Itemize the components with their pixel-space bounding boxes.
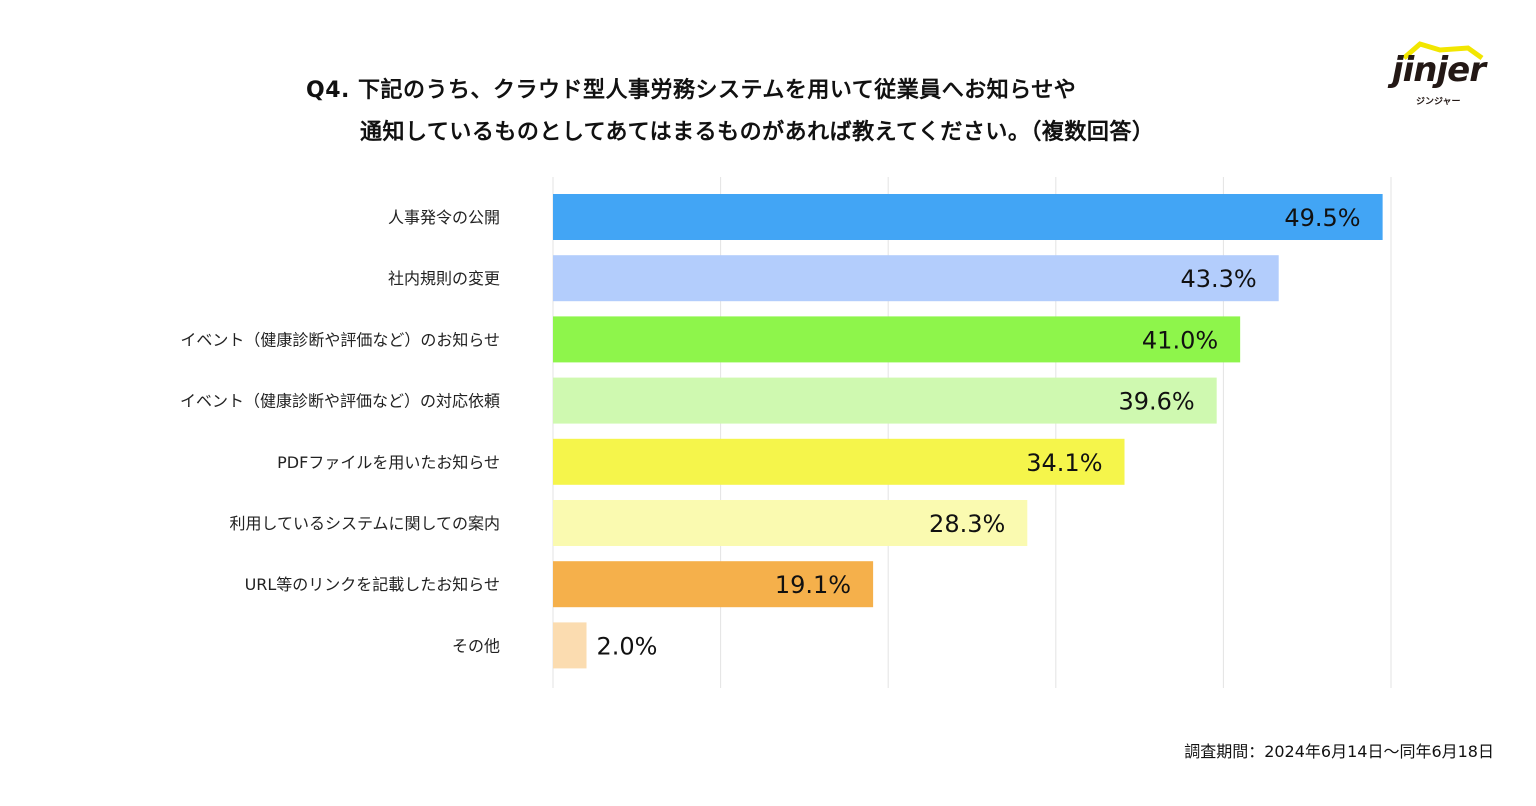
- bar: [553, 316, 1241, 363]
- bar: [553, 438, 1125, 485]
- category-label: イベント（健康診断や評価など）の対応依頼: [180, 392, 500, 411]
- category-label: イベント（健康診断や評価など）のお知らせ: [180, 330, 500, 349]
- category-label: 人事発令の公開: [388, 208, 500, 227]
- bar: [553, 255, 1279, 302]
- category-label: その他: [452, 636, 500, 655]
- jinjer-logo: jinjer ジンジャー: [1390, 40, 1500, 110]
- title-line-1: Q4. 下記のうち、クラウド型人事労務システムを用いて従業員へお知らせや: [306, 78, 1077, 103]
- logo-text: jinjer: [1392, 50, 1486, 90]
- bar: [553, 622, 587, 669]
- value-label: 19.1%: [775, 571, 851, 599]
- category-label: PDFファイルを用いたお知らせ: [277, 453, 500, 472]
- chart-title: Q4. 下記のうち、クラウド型人事労務システムを用いて従業員へお知らせや 通知し…: [306, 70, 1154, 154]
- category-label: 社内規則の変更: [388, 269, 500, 288]
- survey-period: 調査期間：2024年6月14日〜同年6月18日: [1184, 742, 1494, 761]
- logo-kana: ジンジャー: [1416, 97, 1461, 107]
- bar: [553, 377, 1217, 424]
- value-label: 43.3%: [1180, 265, 1256, 293]
- value-label: 39.6%: [1118, 388, 1194, 416]
- title-line-2: 通知しているものとしてあてはまるものがあれば教えてください。（複数回答）: [360, 120, 1155, 145]
- value-label: 2.0%: [597, 632, 658, 660]
- value-label: 28.3%: [929, 510, 1005, 538]
- bar: [553, 561, 874, 608]
- value-label: 34.1%: [1026, 449, 1102, 477]
- bar: [553, 194, 1383, 240]
- logo-roof-icon: [1402, 41, 1484, 60]
- value-label: 41.0%: [1142, 326, 1218, 354]
- category-label: URL等のリンクを記載したお知らせ: [245, 575, 500, 594]
- bar: [553, 500, 1028, 546]
- value-label: 49.5%: [1284, 204, 1360, 232]
- category-label: 利用しているシステムに関しての案内: [229, 514, 500, 533]
